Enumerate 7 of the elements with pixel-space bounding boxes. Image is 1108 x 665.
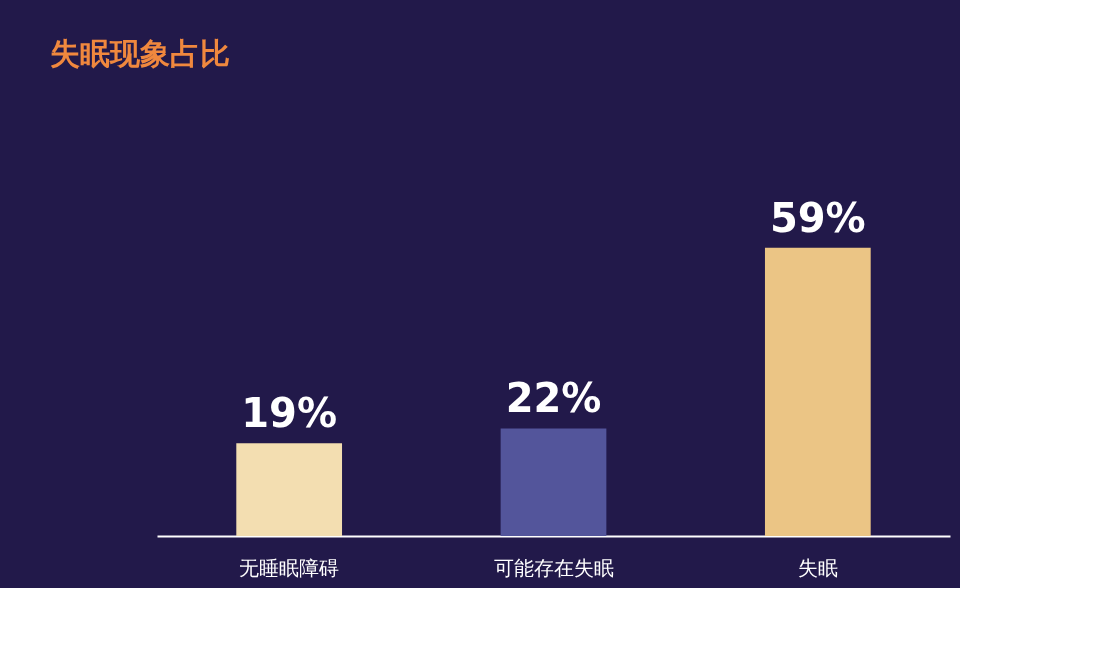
x-tick-label: 可能存在失眠 — [493, 555, 614, 580]
x-tick-label: 失眠 — [797, 555, 838, 580]
data-label: 22% — [505, 375, 602, 422]
chart-title: 失眠现象占比 — [50, 36, 230, 71]
x-tick-label: 无睡眠障碍 — [239, 555, 340, 580]
data-label: 19% — [241, 390, 338, 437]
data-label: 59% — [769, 194, 866, 241]
